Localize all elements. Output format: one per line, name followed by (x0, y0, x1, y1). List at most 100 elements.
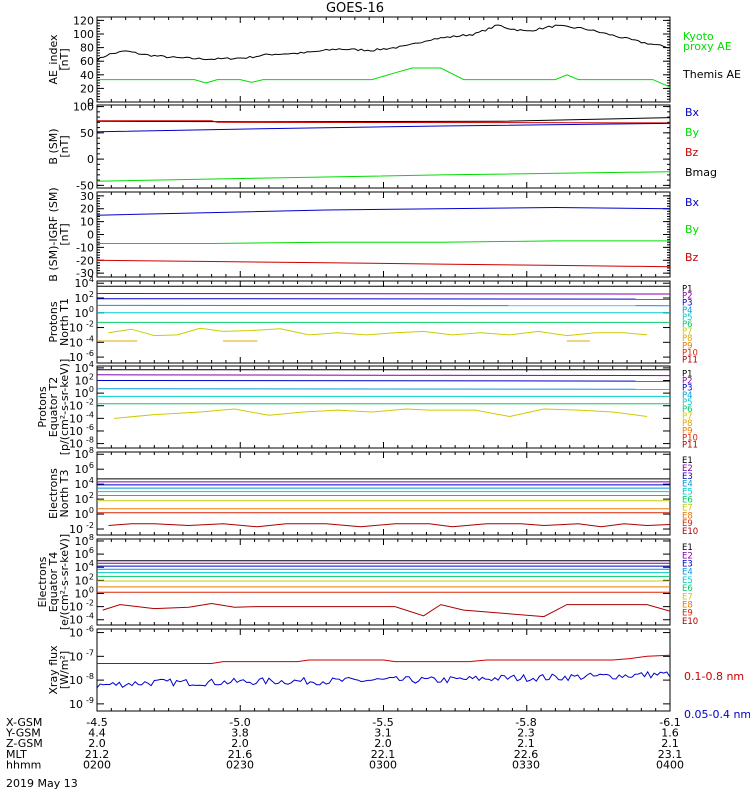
legend-entry-bx: Bx (685, 196, 700, 209)
orbit-label-mlt: MLT (6, 748, 27, 761)
orbit-label-y-gsm: Y-GSM (5, 727, 41, 740)
series-p3 (97, 380, 670, 382)
orbit-value: 21.6 (228, 748, 253, 761)
y-tick-label: 30 (80, 190, 94, 203)
series-e10 (108, 523, 670, 528)
series-p7 (114, 408, 648, 419)
legend-entry-e6: E6 (682, 584, 693, 594)
y-tick-label-exponent: -6 (86, 625, 94, 634)
series-group (97, 117, 670, 182)
orbit-value: -6.1 (659, 716, 680, 729)
y-axis-label: B (SM)-IGRF (SM) (47, 187, 60, 281)
y-axis-label: Xray flux (47, 645, 60, 695)
y-axis-label: Equator T2 (47, 377, 60, 437)
y-tick-label: 10 (69, 351, 83, 364)
y-tick-label-exponent: 4 (89, 476, 94, 485)
legend-entry-bz: Bz (685, 146, 699, 159)
y-tick-label-exponent: -7 (86, 648, 94, 657)
y-tick-label: 10 (69, 674, 83, 687)
legend-entry-bz: Bz (685, 251, 699, 264)
y-tick-label-exponent: 2 (89, 572, 94, 581)
y-tick-label-exponent: -6 (86, 423, 94, 432)
legend-entry-e10: E10 (682, 617, 698, 627)
legend-entry-e5: E5 (682, 488, 693, 498)
y-tick-label: 10 (69, 438, 83, 451)
legend-entry-e7: E7 (682, 503, 693, 513)
y-tick-label-exponent: 2 (89, 290, 94, 299)
y-tick-label-exponent: -2 (86, 398, 94, 407)
y-tick-label: 10 (75, 548, 89, 561)
orbit-value: 3.8 (231, 727, 249, 740)
y-tick-label: 10 (69, 523, 83, 536)
y-tick-label-exponent: 6 (89, 461, 94, 470)
series-group (97, 24, 670, 88)
legend-entry-p3: P3 (682, 299, 693, 309)
y-tick-label: 10 (69, 400, 83, 413)
y-axis-label: North T3 (58, 470, 71, 518)
legend-entry-p11: P11 (682, 355, 698, 365)
orbit-value: 21.2 (85, 748, 110, 761)
y-tick-label: 0 (87, 229, 94, 242)
legend-entry-p8: P8 (682, 334, 693, 344)
legend-entry-kyoto-proxy-ae: proxy AE (683, 40, 732, 53)
legend-entry-p4: P4 (682, 391, 693, 401)
orbit-value: 2.0 (231, 737, 249, 750)
legend-entry-e10: E10 (682, 527, 698, 537)
legend-entry-p8: P8 (682, 419, 693, 429)
y-tick-label: 20 (80, 82, 94, 95)
legend-entry-p11: P11 (682, 440, 698, 450)
y-tick-label-exponent: -8 (86, 672, 94, 681)
y-tick-label: 10 (75, 292, 89, 305)
orbit-value: -5.0 (229, 716, 250, 729)
legend-entry-p7: P7 (682, 327, 693, 337)
y-tick-label: 10 (75, 375, 89, 388)
orbit-value: -5.5 (372, 716, 393, 729)
y-tick-label-exponent: 2 (89, 373, 94, 382)
y-tick-label-exponent: 4 (89, 360, 94, 369)
series-bx (97, 122, 670, 133)
y-tick-label-exponent: -4 (86, 612, 94, 621)
y-tick-label-exponent: 4 (89, 559, 94, 568)
y-axis-label: B (SM) (47, 128, 60, 164)
legend-entry-e2: E2 (682, 464, 693, 474)
y-tick-label: 10 (75, 587, 89, 600)
orbit-value: 22.1 (371, 748, 396, 761)
y-tick-label-exponent: -9 (86, 696, 94, 705)
series-p4 (97, 388, 670, 390)
y-tick-label: 10 (69, 322, 83, 335)
series-bz (97, 259, 670, 268)
legend-entry-p2: P2 (682, 377, 693, 387)
orbit-label-z-gsm: Z-GSM (6, 737, 43, 750)
y-tick-label-exponent: 0 (89, 305, 94, 314)
legend-entry-p5: P5 (682, 398, 693, 408)
orbit-value: -4.5 (86, 716, 107, 729)
orbit-value: 23.1 (658, 748, 683, 761)
y-tick-label: 10 (75, 561, 89, 574)
legend-entry-e4: E4 (682, 568, 693, 578)
series-bz (97, 120, 670, 124)
series-group (97, 654, 670, 689)
y-tick-label: 100 (73, 101, 94, 114)
orbit-value: 0300 (369, 758, 397, 771)
y-tick-label: 40 (80, 69, 94, 82)
y-tick-label: 10 (75, 277, 89, 290)
legend-entry-0-1-0-8-nm: 0.1-0.8 nm (684, 670, 744, 683)
series-themis-ae (97, 24, 670, 62)
y-tick-label-exponent: -4 (86, 410, 94, 419)
y-tick-label: 10 (69, 627, 83, 640)
orbit-value: 0330 (512, 758, 540, 771)
legend-entry-p3: P3 (682, 384, 693, 394)
legend-entry-e6: E6 (682, 495, 693, 505)
legend-entry-e5: E5 (682, 576, 693, 586)
y-axis-label: [nT] (58, 48, 71, 70)
y-tick-label-exponent: 0 (89, 506, 94, 515)
y-axis-label: Electrons (47, 468, 60, 519)
y-axis-label: Equator T4 (47, 552, 60, 612)
legend-entry-by: By (685, 223, 700, 236)
legend-entry-0-05-0-4-nm: 0.05-0.4 nm (684, 708, 750, 721)
y-tick-label: -50 (76, 179, 94, 192)
